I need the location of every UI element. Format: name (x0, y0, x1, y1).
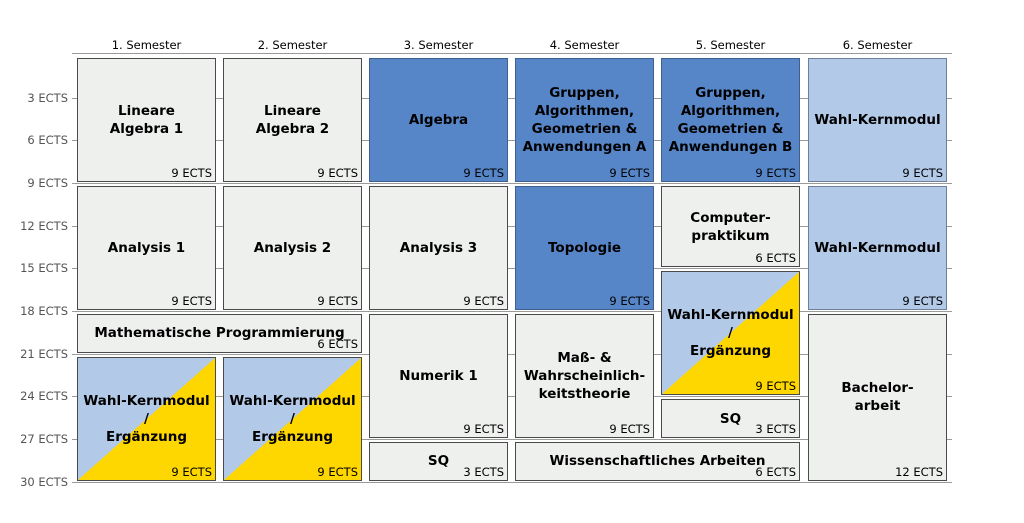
module-wahl-ergaenzung-1: Wahl-Kernmodul / Ergänzung 9 ECTS (77, 356, 216, 481)
module-title: Wahl-Kernmodul / Ergänzung (667, 307, 794, 360)
module-bachelorarbeit: Bachelor- arbeit 12 ECTS (808, 313, 947, 481)
ects-gridline (72, 268, 952, 270)
header-rule (72, 53, 952, 54)
module-topologie: Topologie 9 ECTS (515, 185, 654, 310)
module-gruppen-b: Gruppen, Algorithmen, Geometrien & Anwen… (661, 58, 800, 182)
semester-header-6: 6. Semester (842, 38, 913, 52)
module-title: SQ (427, 453, 450, 470)
module-title: Analysis 2 (253, 239, 332, 256)
module-lineare-algebra-2: Lineare Algebra 2 9 ECTS (223, 58, 362, 182)
module-title: Bachelor- arbeit (841, 380, 914, 415)
ects-tick-label: 18 ECTS (20, 303, 68, 318)
module-title: Gruppen, Algorithmen, Geometrien & Anwen… (668, 84, 793, 155)
module-title: Wissenschaftliches Arbeiten (549, 453, 766, 470)
module-title: Wahl-Kernmodul / Ergänzung (83, 392, 210, 445)
ects-gridline (72, 182, 952, 184)
ects-gridline (72, 97, 952, 99)
module-ects: 6 ECTS (317, 336, 358, 351)
module-ects: 9 ECTS (171, 464, 212, 479)
module-mass-wahrscheinlichkeit: Maß- & Wahrscheinlich- keitstheorie 9 ECT… (515, 313, 654, 438)
module-ects: 9 ECTS (171, 165, 212, 180)
module-ects: 9 ECTS (902, 293, 943, 308)
semester-header-2: 2. Semester (257, 38, 328, 52)
module-title: Wahl-Kernmodul (814, 239, 941, 256)
module-ects: 3 ECTS (755, 421, 796, 436)
module-title: Analysis 3 (399, 239, 478, 256)
module-title: Computer- praktikum (690, 209, 771, 244)
ects-tick-label: 21 ECTS (20, 346, 68, 361)
module-ects: 9 ECTS (902, 165, 943, 180)
semester-header-3: 3. Semester (403, 38, 474, 52)
semester-header-1: 1. Semester (111, 38, 182, 52)
module-ects: 3 ECTS (463, 464, 504, 479)
module-wissenschaftliches-arbeiten: Wissenschaftliches Arbeiten 6 ECTS (515, 441, 800, 481)
module-ects: 9 ECTS (463, 165, 504, 180)
module-title: Wahl-Kernmodul (814, 111, 941, 128)
module-title: Lineare Algebra 1 (109, 102, 184, 137)
module-title: Algebra (408, 111, 469, 128)
ects-gridline (72, 310, 952, 312)
ects-tick-label: 15 ECTS (20, 261, 68, 276)
module-ects: 9 ECTS (463, 421, 504, 436)
module-ects: 9 ECTS (609, 165, 650, 180)
module-algebra: Algebra 9 ECTS (369, 58, 508, 182)
semester-header-4: 4. Semester (549, 38, 620, 52)
ects-tick-label: 30 ECTS (20, 474, 68, 489)
module-gruppen-a: Gruppen, Algorithmen, Geometrien & Anwen… (515, 58, 654, 182)
module-ects: 9 ECTS (609, 421, 650, 436)
ects-gridline (72, 438, 952, 440)
module-ects: 9 ECTS (755, 165, 796, 180)
module-title: Topologie (548, 239, 621, 256)
ects-tick-label: 6 ECTS (27, 133, 68, 148)
module-ects: 9 ECTS (317, 464, 358, 479)
module-analysis-3: Analysis 3 9 ECTS (369, 185, 508, 310)
module-ects: 6 ECTS (755, 251, 796, 266)
module-sq-5: SQ 3 ECTS (661, 399, 800, 438)
ects-tick-label: 27 ECTS (20, 431, 68, 446)
module-title: Maß- & Wahrscheinlich- keitstheorie (523, 349, 646, 402)
module-wahl-ergaenzung-2: Wahl-Kernmodul / Ergänzung 9 ECTS (223, 356, 362, 481)
ects-gridline (72, 353, 952, 355)
module-title: Numerik 1 (399, 367, 478, 384)
ects-gridline (72, 396, 952, 398)
module-title: Mathematische Programmierung (94, 325, 345, 342)
module-ects: 9 ECTS (755, 379, 796, 394)
module-computerpraktikum: Computer- praktikum 6 ECTS (661, 185, 800, 268)
module-ects: 6 ECTS (755, 464, 796, 479)
ects-gridline (72, 225, 952, 227)
module-ects: 12 ECTS (895, 464, 943, 479)
module-ects: 9 ECTS (317, 293, 358, 308)
ects-tick-label: 9 ECTS (27, 175, 68, 190)
module-title: Gruppen, Algorithmen, Geometrien & Anwen… (522, 84, 647, 155)
ects-tick-label: 3 ECTS (27, 90, 68, 105)
module-mathematische-programmierung: Mathematische Programmierung 6 ECTS (77, 313, 362, 353)
module-wahl-kernmodul-6b: Wahl-Kernmodul 9 ECTS (808, 185, 947, 310)
module-analysis-2: Analysis 2 9 ECTS (223, 185, 362, 310)
semester-header-5: 5. Semester (695, 38, 766, 52)
module-ects: 9 ECTS (463, 293, 504, 308)
ects-tick-label: 12 ECTS (20, 218, 68, 233)
module-title: Analysis 1 (107, 239, 186, 256)
module-wahl-kernmodul-6a: Wahl-Kernmodul 9 ECTS (808, 58, 947, 182)
module-title: SQ (719, 410, 742, 427)
module-sq-3: SQ 3 ECTS (369, 441, 508, 481)
ects-tick-label: 24 ECTS (20, 389, 68, 404)
module-ects: 9 ECTS (317, 165, 358, 180)
module-numerik-1: Numerik 1 9 ECTS (369, 313, 508, 438)
module-analysis-1: Analysis 1 9 ECTS (77, 185, 216, 310)
ects-gridline (72, 481, 952, 483)
module-lineare-algebra-1: Lineare Algebra 1 9 ECTS (77, 58, 216, 182)
module-ects: 9 ECTS (609, 293, 650, 308)
module-title: Lineare Algebra 2 (255, 102, 330, 137)
module-title: Wahl-Kernmodul / Ergänzung (229, 392, 356, 445)
module-wahl-ergaenzung-5: Wahl-Kernmodul / Ergänzung 9 ECTS (661, 271, 800, 396)
ects-gridline (72, 140, 952, 142)
module-ects: 9 ECTS (171, 293, 212, 308)
